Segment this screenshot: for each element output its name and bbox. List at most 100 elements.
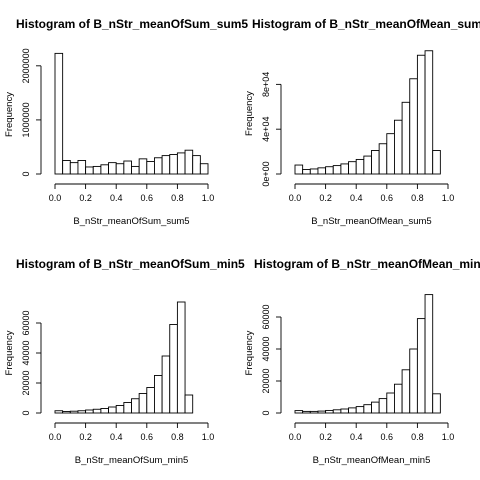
histogram-panel-4: Histogram of B_nStr_meanOfMean_min5 0.0 0.… xyxy=(244,257,480,466)
histogram-bar xyxy=(340,163,349,175)
histogram-bar xyxy=(123,160,132,175)
histogram-bar xyxy=(69,162,79,175)
histogram-bar xyxy=(332,165,342,175)
histogram-bar xyxy=(294,410,304,414)
histogram-bar xyxy=(394,119,403,175)
y-tick-label: 2000000 xyxy=(21,48,31,83)
histogram-bar xyxy=(77,410,87,414)
histogram-bar xyxy=(131,165,140,175)
histogram-bar xyxy=(199,163,209,175)
histogram-bar xyxy=(153,375,163,414)
y-tick-label: 4e+04 xyxy=(261,117,271,142)
histogram-bar xyxy=(401,369,411,414)
histogram-panel-2: Histogram of B_nStr_meanOfMean_sum5 0.0 0.… xyxy=(244,17,480,227)
x-tick-label: 0.4 xyxy=(350,193,363,203)
x-tick-label: 0.6 xyxy=(141,432,154,442)
histogram-bar xyxy=(169,154,178,175)
histogram-bar xyxy=(176,301,186,414)
x-tick-label: 1.0 xyxy=(202,193,215,203)
histogram-bar xyxy=(62,411,71,414)
histogram-bar xyxy=(409,78,418,175)
histogram-bar xyxy=(401,101,411,175)
y-tick-label: 0 xyxy=(21,171,31,176)
chart-title: Histogram of B_nStr_meanOfMean_min5 xyxy=(254,257,480,271)
histogram-bar xyxy=(184,394,194,414)
x-tick-label: 0.6 xyxy=(141,193,154,203)
chart-title: Histogram of B_nStr_meanOfSum_min5 xyxy=(16,257,245,271)
x-tick-label: 0.0 xyxy=(289,432,302,442)
histogram-panel-1: Histogram of B_nStr_meanOfSum_sum5 0.0 0.2… xyxy=(4,17,248,227)
y-axis-label: Frequency xyxy=(4,92,15,137)
histogram-bar xyxy=(394,383,403,414)
histogram-bar xyxy=(115,405,125,414)
histogram-bar xyxy=(294,164,304,175)
x-tick-label: 0.4 xyxy=(110,193,123,203)
x-tick-label: 1.0 xyxy=(442,193,455,203)
histogram-bar xyxy=(340,408,349,414)
x-axis-label: B_nStr_meanOfSum_min5 xyxy=(75,455,189,466)
chart-title: Histogram of B_nStr_meanOfMean_sum5 xyxy=(252,17,480,31)
histogram-bar xyxy=(176,152,186,175)
histogram-bar xyxy=(138,158,148,175)
histogram-bar xyxy=(302,169,311,175)
x-tick-label: 0.0 xyxy=(49,193,62,203)
y-tick-label: 60000 xyxy=(261,304,271,329)
x-tick-label: 0.4 xyxy=(350,432,363,442)
histogram-bar xyxy=(309,168,319,175)
histogram-bar xyxy=(371,401,380,414)
histogram-bar xyxy=(131,398,140,414)
y-axis-label: Frequency xyxy=(244,91,255,136)
x-tick-label: 0.8 xyxy=(411,193,424,203)
x-tick-label: 0.2 xyxy=(79,432,92,442)
histogram-bar xyxy=(69,410,79,414)
x-tick-label: 0.0 xyxy=(49,432,62,442)
histogram-bar xyxy=(378,398,388,414)
x-tick-label: 0.8 xyxy=(171,193,184,203)
histogram-bar xyxy=(92,408,102,414)
histogram-bar xyxy=(424,50,434,175)
histogram-bar xyxy=(355,158,365,175)
histogram-bar xyxy=(146,161,155,175)
histogram-bar xyxy=(169,324,178,414)
histogram-bar xyxy=(416,54,426,175)
histogram-bar xyxy=(332,409,342,414)
histogram-bar xyxy=(192,155,201,175)
y-tick-label: 20000 xyxy=(261,368,271,393)
x-tick-label: 0.8 xyxy=(171,432,184,442)
histogram-bar xyxy=(100,408,110,414)
histogram-bar xyxy=(348,161,357,175)
histogram-bar xyxy=(363,404,372,414)
histogram-bar xyxy=(302,410,311,414)
histogram-bar xyxy=(355,406,365,414)
histogram-bar xyxy=(161,355,171,414)
x-axis-label: B_nStr_meanOfSum_sum5 xyxy=(73,216,189,227)
histogram-bar xyxy=(92,165,102,175)
x-tick-label: 0.6 xyxy=(381,193,394,203)
histogram-bar xyxy=(409,348,418,414)
y-tick-label: 1000000 xyxy=(21,102,31,137)
histogram-bar xyxy=(432,150,441,175)
x-tick-label: 0.2 xyxy=(319,193,332,203)
y-tick-label: 0 xyxy=(21,410,31,415)
histogram-bar xyxy=(153,157,163,175)
x-tick-label: 0.6 xyxy=(381,432,394,442)
x-tick-label: 0.8 xyxy=(411,432,424,442)
x-tick-label: 0.2 xyxy=(319,432,332,442)
histogram-bar xyxy=(371,150,380,175)
histogram-bar xyxy=(184,149,194,175)
histogram-bar xyxy=(363,155,372,175)
histogram-bar xyxy=(378,143,388,175)
histogram-bar xyxy=(386,133,395,175)
histogram-bar xyxy=(309,410,319,414)
histogram-panel-3: Histogram of B_nStr_meanOfSum_min5 0.0 0.2… xyxy=(4,257,245,466)
histogram-bar xyxy=(317,410,327,414)
histogram-bar xyxy=(54,410,64,414)
histogram-bar xyxy=(432,393,441,414)
histogram-bar xyxy=(325,409,334,414)
y-axis-label: Frequency xyxy=(244,330,255,375)
chart-title: Histogram of B_nStr_meanOfSum_sum5 xyxy=(16,17,248,31)
x-axis-label: B_nStr_meanOfMean_sum5 xyxy=(311,216,431,227)
histogram-bar xyxy=(146,387,155,414)
